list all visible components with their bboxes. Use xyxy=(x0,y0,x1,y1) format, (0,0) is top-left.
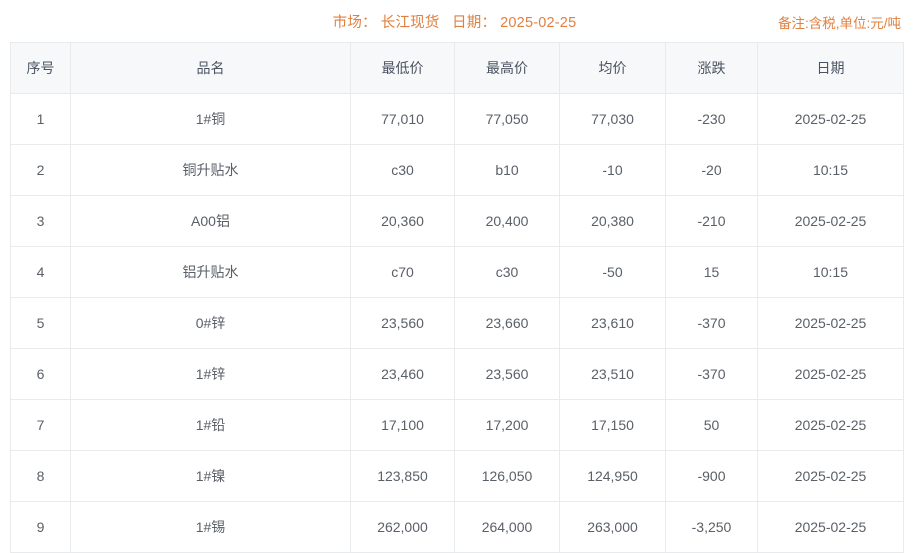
table-row[interactable]: 9 1#锡 262,000 264,000 263,000 -3,250 2025-02-2… xyxy=(10,501,904,553)
cell-date: 10:15 xyxy=(757,144,904,196)
table-row[interactable]: 8 1#镍 123,850 126,050 124,950 -900 2025-02-25 xyxy=(10,450,904,502)
column-header-low: 最低价 xyxy=(350,42,455,94)
cell-avg: 77,030 xyxy=(559,93,666,145)
cell-low: 23,560 xyxy=(350,297,455,349)
cell-name: A00铝 xyxy=(70,195,351,247)
table-row[interactable]: 1 1#铜 77,010 77,050 77,030 -230 2025-02-25 xyxy=(10,93,904,145)
cell-name: 0#锌 xyxy=(70,297,351,349)
column-header-name: 品名 xyxy=(70,42,351,94)
cell-index: 4 xyxy=(10,246,71,298)
cell-index: 8 xyxy=(10,450,71,502)
cell-name: 1#锡 xyxy=(70,501,351,553)
cell-high: 20,400 xyxy=(454,195,560,247)
cell-avg: 20,380 xyxy=(559,195,666,247)
column-header-index: 序号 xyxy=(10,42,71,94)
cell-low: c30 xyxy=(350,144,455,196)
cell-index: 2 xyxy=(10,144,71,196)
cell-high: b10 xyxy=(454,144,560,196)
cell-avg: 124,950 xyxy=(559,450,666,502)
cell-date: 2025-02-25 xyxy=(757,501,904,553)
cell-date: 2025-02-25 xyxy=(757,297,904,349)
cell-index: 9 xyxy=(10,501,71,553)
column-header-avg: 均价 xyxy=(559,42,666,94)
table-row[interactable]: 6 1#锌 23,460 23,560 23,510 -370 2025-02-25 xyxy=(10,348,904,400)
table-header-row: 序号 品名 最低价 最高价 均价 涨跌 日期 xyxy=(10,42,904,94)
cell-low: 20,360 xyxy=(350,195,455,247)
table-header: 序号 品名 最低价 最高价 均价 涨跌 日期 xyxy=(10,42,904,94)
cell-index: 3 xyxy=(10,195,71,247)
cell-low: 17,100 xyxy=(350,399,455,451)
cell-date: 10:15 xyxy=(757,246,904,298)
table-row[interactable]: 5 0#锌 23,560 23,660 23,610 -370 2025-02-25 xyxy=(10,297,904,349)
table-row[interactable]: 7 1#铅 17,100 17,200 17,150 50 2025-02-25 xyxy=(10,399,904,451)
cell-avg: -10 xyxy=(559,144,666,196)
cell-high: c30 xyxy=(454,246,560,298)
cell-name: 1#镍 xyxy=(70,450,351,502)
cell-avg: 23,510 xyxy=(559,348,666,400)
date-label: 日期： xyxy=(452,15,497,31)
market-value: 长江现货 xyxy=(380,15,440,31)
cell-name: 铝升贴水 xyxy=(70,246,351,298)
cell-change: -210 xyxy=(665,195,758,247)
column-header-high: 最高价 xyxy=(454,42,560,94)
cell-name: 1#铅 xyxy=(70,399,351,451)
cell-high: 77,050 xyxy=(454,93,560,145)
cell-low: 77,010 xyxy=(350,93,455,145)
cell-index: 5 xyxy=(10,297,71,349)
caption-bar: 市场： 长江现货 日期： 2025-02-25 备注:含税,单位:元/吨 xyxy=(0,0,913,42)
cell-low: c70 xyxy=(350,246,455,298)
remark-note: 备注:含税,单位:元/吨 xyxy=(777,16,901,31)
cell-avg: 23,610 xyxy=(559,297,666,349)
cell-high: 126,050 xyxy=(454,450,560,502)
column-header-date: 日期 xyxy=(757,42,904,94)
cell-low: 123,850 xyxy=(350,450,455,502)
cell-name: 1#铜 xyxy=(70,93,351,145)
cell-date: 2025-02-25 xyxy=(757,93,904,145)
market-date-caption: 市场： 长江现货 日期： 2025-02-25 xyxy=(0,11,913,32)
cell-change: -370 xyxy=(665,348,758,400)
price-table: 序号 品名 最低价 最高价 均价 涨跌 日期 1 1#铜 77,010 77,050 7… xyxy=(10,42,904,553)
cell-avg: 17,150 xyxy=(559,399,666,451)
cell-change: -230 xyxy=(665,93,758,145)
table-body: 1 1#铜 77,010 77,050 77,030 -230 2025-02-25 2 铜升贴… xyxy=(10,93,904,553)
cell-change: -370 xyxy=(665,297,758,349)
cell-change: -900 xyxy=(665,450,758,502)
cell-index: 1 xyxy=(10,93,71,145)
cell-date: 2025-02-25 xyxy=(757,399,904,451)
cell-avg: 263,000 xyxy=(559,501,666,553)
cell-change: -3,250 xyxy=(665,501,758,553)
column-header-change: 涨跌 xyxy=(665,42,758,94)
cell-date: 2025-02-25 xyxy=(757,450,904,502)
cell-name: 1#锌 xyxy=(70,348,351,400)
cell-avg: -50 xyxy=(559,246,666,298)
cell-index: 6 xyxy=(10,348,71,400)
cell-high: 17,200 xyxy=(454,399,560,451)
cell-index: 7 xyxy=(10,399,71,451)
price-table-wrapper: 序号 品名 最低价 最高价 均价 涨跌 日期 1 1#铜 77,010 77,050 7… xyxy=(10,42,904,553)
cell-low: 23,460 xyxy=(350,348,455,400)
cell-name: 铜升贴水 xyxy=(70,144,351,196)
cell-low: 262,000 xyxy=(350,501,455,553)
table-row[interactable]: 2 铜升贴水 c30 b10 -10 -20 10:15 xyxy=(10,144,904,196)
cell-high: 23,660 xyxy=(454,297,560,349)
table-row[interactable]: 3 A00铝 20,360 20,400 20,380 -210 2025-02-25 xyxy=(10,195,904,247)
table-row[interactable]: 4 铝升贴水 c70 c30 -50 15 10:15 xyxy=(10,246,904,298)
cell-change: 50 xyxy=(665,399,758,451)
cell-change: 15 xyxy=(665,246,758,298)
market-label: 市场： xyxy=(332,15,377,31)
date-value: 2025-02-25 xyxy=(500,15,577,31)
cell-high: 23,560 xyxy=(454,348,560,400)
cell-change: -20 xyxy=(665,144,758,196)
cell-high: 264,000 xyxy=(454,501,560,553)
cell-date: 2025-02-25 xyxy=(757,348,904,400)
cell-date: 2025-02-25 xyxy=(757,195,904,247)
